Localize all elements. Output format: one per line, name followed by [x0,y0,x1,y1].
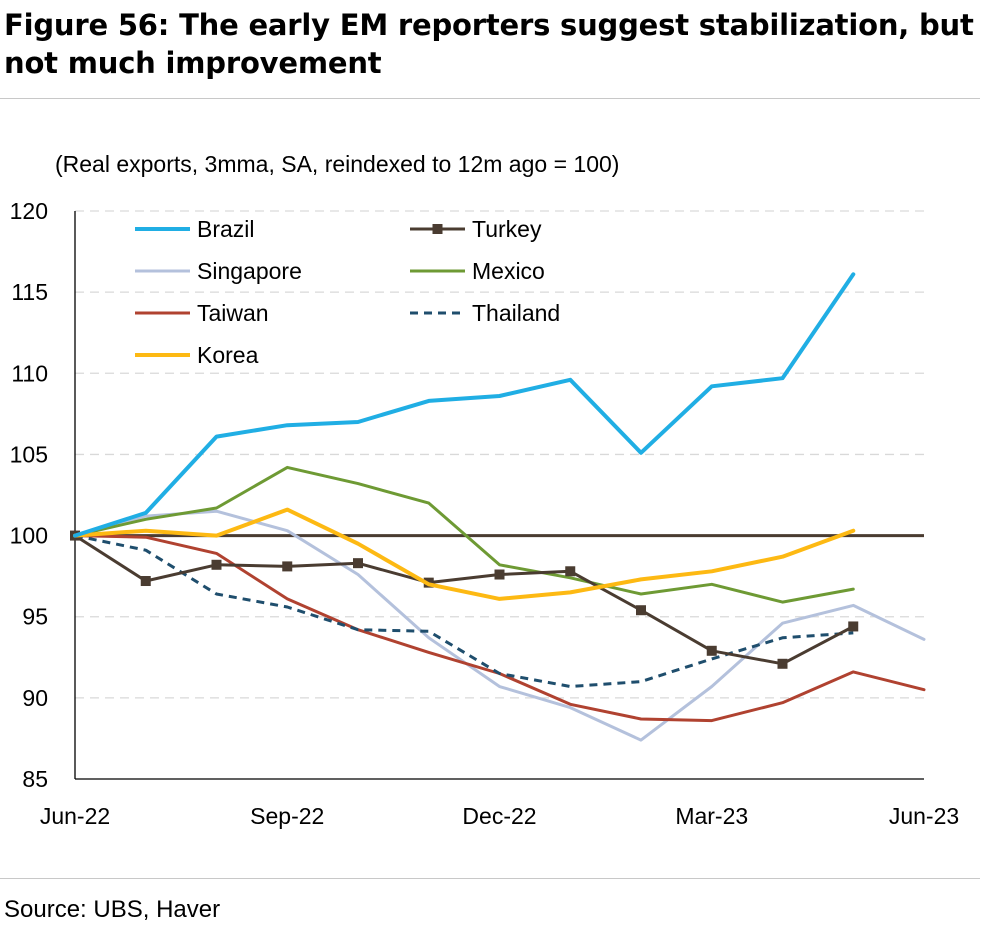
series-line-mexico [73,465,855,604]
legend-marker-turkey [432,224,443,234]
series-line-brazil [73,272,856,538]
grid-lines [75,210,924,699]
x-tick-label: Sep-22 [250,803,324,829]
source-note: Source: UBS, Haver [4,896,221,923]
legend-label-taiwan: Taiwan [197,300,269,326]
legend-label-brazil: Brazil [197,216,255,242]
y-tick-label: 85 [22,766,48,792]
line-chart: (Real exports, 3mma, SA, reindexed to 12… [10,151,960,829]
legend-label-singapore: Singapore [197,258,302,284]
series-line-korea [73,507,856,601]
marker-turkey [777,658,788,669]
series-line-thailand [74,534,854,688]
chart-subtitle: (Real exports, 3mma, SA, reindexed to 12… [55,151,619,177]
legend-label-korea: Korea [197,342,259,368]
x-tick-label: Mar-23 [675,803,748,829]
legend-label-mexico: Mexico [472,258,545,284]
marker-turkey [140,576,151,587]
y-tick-label: 120 [10,198,48,224]
marker-turkey [353,558,363,569]
marker-turkey [565,566,576,577]
y-tick-label: 105 [10,441,48,467]
title-divider [0,98,980,99]
series-line-singapore [73,509,926,742]
marker-turkey [706,645,717,656]
series-lines [70,272,926,742]
x-tick-label: Jun-23 [889,803,959,829]
marker-turkey [848,621,859,632]
marker-turkey [211,559,222,570]
chart-title: Figure 56: The early EM reporters sugges… [4,8,974,80]
marker-turkey [494,569,505,580]
marker-turkey [636,605,646,616]
legend-label-turkey: Turkey [472,216,542,242]
marker-turkey [282,561,293,572]
source-divider [0,878,980,879]
x-tick-label: Dec-22 [462,803,536,829]
x-tick-label: Jun-22 [40,803,110,829]
legend-label-thailand: Thailand [472,300,560,326]
axes: 85 90 95 100 105 110 115 120 Jun-22 Sep-22 Dec-22 M… [10,198,960,829]
y-tick-label: 115 [11,279,48,305]
legend: Brazil Turkey Singapore Mexico Taiwan Thailan… [135,216,560,368]
y-tick-label: 110 [11,360,48,386]
y-tick-label: 100 [10,523,48,549]
y-tick-label: 90 [22,685,48,711]
y-tick-label: 95 [22,604,48,630]
series-line-turkey [73,534,855,666]
